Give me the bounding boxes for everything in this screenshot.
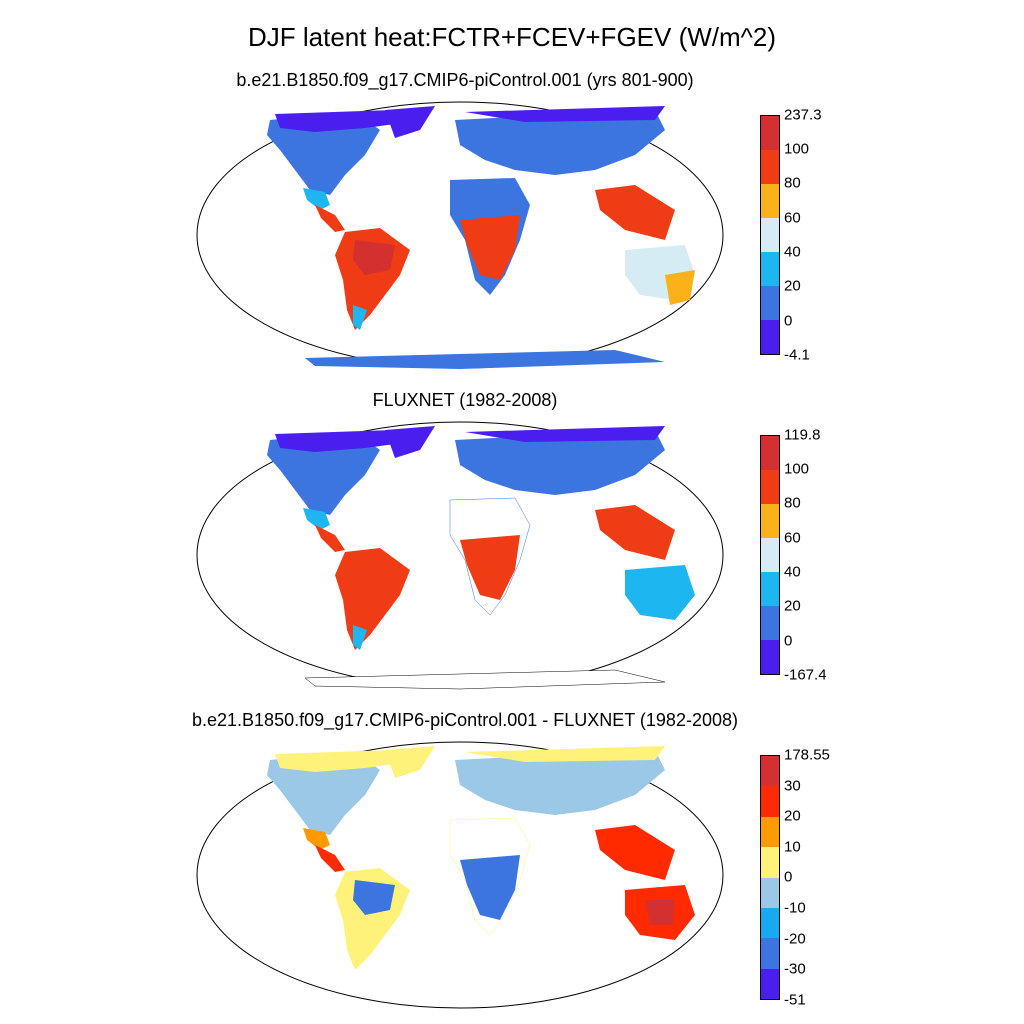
colorbar-segment (761, 640, 779, 674)
panel-3-cbar-label: 0 (784, 868, 793, 886)
panel-3-cbar-label: 30 (784, 777, 801, 795)
colorbar-segment (761, 786, 779, 817)
panel-1-land (267, 106, 695, 369)
colorbar-segment (761, 816, 779, 848)
panel-2-cbar-label: 40 (784, 563, 801, 581)
panel-3-cbar-label: 20 (784, 807, 801, 825)
colorbar-segment (761, 184, 779, 218)
panel-3-cbar-label: -51 (784, 991, 806, 1009)
panel-1-cbar-label: 20 (784, 277, 801, 295)
panel-3-map (196, 741, 724, 1009)
panel-3-cbar-label: -30 (784, 960, 806, 978)
panel-2-title: FLUXNET (1982-2008) (372, 390, 558, 410)
colorbar-segment (761, 320, 779, 354)
colorbar-segment (761, 436, 779, 470)
figure-title: DJF latent heat:FCTR+FCEV+FGEV (W/m^2) (248, 22, 776, 52)
panel-2-cbar-label: 80 (784, 494, 801, 512)
panel-2-cbar-label: 0 (784, 632, 793, 650)
panel-1-cbar-label: 237.3 (784, 106, 822, 124)
colorbar-segment (761, 252, 779, 286)
panel-2-cbar-label: 60 (784, 529, 801, 547)
colorbar-segment (761, 606, 779, 640)
colorbar-segment (761, 538, 779, 572)
colorbar-segment (761, 572, 779, 606)
colorbar-segment (761, 968, 779, 999)
panel-2-cbar-label: 100 (784, 460, 810, 478)
panel-2-land (267, 426, 695, 690)
panel-1-map (196, 101, 724, 369)
panel-1-cbar-label: -4.1 (784, 346, 810, 364)
colorbar-segment (761, 150, 779, 184)
panel-3-cbar-label: 10 (784, 838, 801, 856)
colorbar-segment (761, 286, 779, 320)
colorbar-segment (761, 877, 779, 908)
panel-1-title: b.e21.B1850.f09_g17.CMIP6-piControl.001 … (236, 70, 694, 90)
colorbar-segment (761, 218, 779, 252)
panel-1-cbar-label: 100 (784, 140, 810, 158)
panel-3-cbar-label: 178.55 (784, 746, 830, 764)
panel-3-title: b.e21.B1850.f09_g17.CMIP6-piControl.001 … (192, 710, 738, 730)
colorbar-segment (761, 470, 779, 504)
colorbar-segment (761, 907, 779, 939)
panel-2-cbar-label: 20 (784, 597, 801, 615)
colorbar-segment (761, 847, 779, 878)
colorbar-segment (761, 504, 779, 538)
colorbar-segment (761, 938, 779, 969)
panel-3-cbar-label: -20 (784, 930, 806, 948)
panel-2-cbar-label: 119.8 (784, 426, 821, 444)
panel-2-map (196, 421, 724, 690)
panel-1-cbar-label: 0 (784, 312, 793, 330)
panel-1-cbar-label: 80 (784, 174, 801, 192)
colorbar-segment (761, 116, 779, 150)
panel-3-cbar-label: -10 (784, 899, 806, 917)
panel-3-land (267, 746, 695, 970)
panel-2-cbar-label: -167.4 (784, 666, 827, 684)
panel-1-cbar-label: 40 (784, 243, 801, 261)
colorbar-segment (761, 756, 779, 787)
panel-1-cbar-label: 60 (784, 209, 801, 227)
